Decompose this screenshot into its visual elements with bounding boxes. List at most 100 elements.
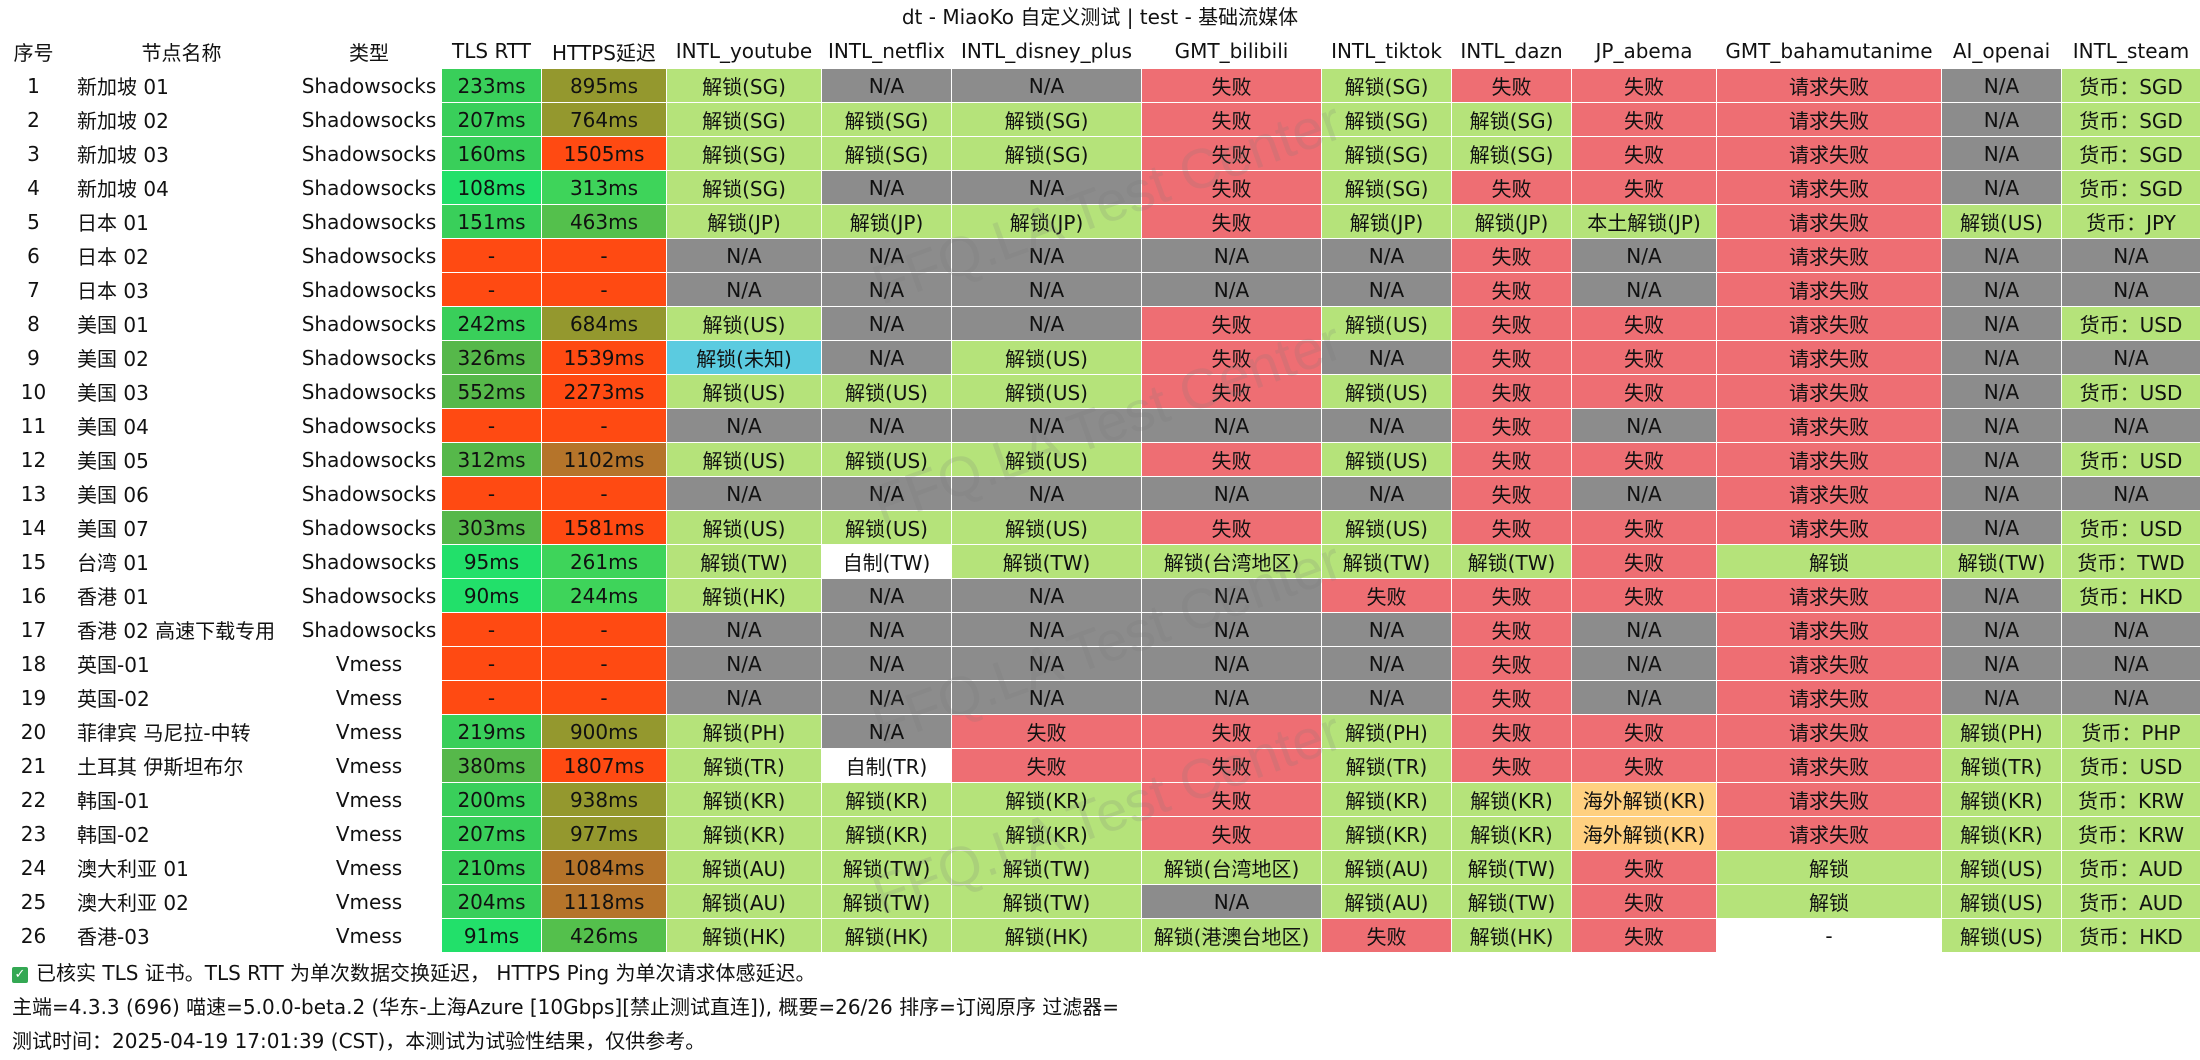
result-cell: 失败 xyxy=(951,714,1142,749)
node-type-cell: Shadowsocks xyxy=(296,476,442,511)
result-cell: 货币：SGD xyxy=(2061,102,2200,137)
result-cell: N/A xyxy=(821,680,952,715)
table-row: 19 英国-02 Vmess - - N/A N/A N/A N/A N/A 失败 N/A 请求失败 N/… xyxy=(0,680,2200,715)
result-cell: N/A xyxy=(821,578,952,613)
table-row: 23 韩国-02 Vmess 207ms 977ms 解锁(KR) 解锁(KR) 解锁(KR)… xyxy=(0,816,2200,851)
node-type-cell: Vmess xyxy=(296,918,442,953)
result-cell: 失败 xyxy=(1571,136,1717,171)
result-cell: 244ms xyxy=(541,578,667,613)
result-cell: 解锁(US) xyxy=(821,510,952,545)
result-cell: 解锁(SG) xyxy=(1321,68,1452,103)
node-type-cell: Shadowsocks xyxy=(296,510,442,545)
result-cell: 失败 xyxy=(1571,578,1717,613)
result-cell: 解锁(PH) xyxy=(1941,714,2062,749)
result-cell: 请求失败 xyxy=(1716,68,1942,103)
node-name-cell: 澳大利亚 01 xyxy=(66,850,297,885)
result-cell: N/A xyxy=(951,646,1142,681)
result-cell: N/A xyxy=(1321,272,1452,307)
node-name-cell: 土耳其 伊斯坦布尔 xyxy=(66,748,297,783)
table-row: 18 英国-01 Vmess - - N/A N/A N/A N/A N/A 失败 N/A 请求失败 N/… xyxy=(0,646,2200,681)
result-cell: 请求失败 xyxy=(1716,340,1942,375)
result-cell: N/A xyxy=(1571,476,1717,511)
result-cell: N/A xyxy=(951,612,1142,647)
result-cell: 解锁(KR) xyxy=(1321,782,1452,817)
node-name-cell: 新加坡 04 xyxy=(66,170,297,205)
node-name-cell: 菲律宾 马尼拉-中转 xyxy=(66,714,297,749)
result-cell: 91ms xyxy=(441,918,542,953)
result-cell: 解锁(US) xyxy=(951,442,1142,477)
result-cell: 解锁(KR) xyxy=(951,782,1142,817)
result-cell: 请求失败 xyxy=(1716,442,1942,477)
footer-time: 测试时间：2025-04-19 17:01:39 (CST)，本测试为试验性结果… xyxy=(12,1029,706,1053)
table-row: 13 美国 06 Shadowsocks - - N/A N/A N/A N/A N/A 失败 N/A… xyxy=(0,476,2200,511)
node-name-cell: 美国 05 xyxy=(66,442,297,477)
row-index-cell: 9 xyxy=(0,340,67,375)
result-cell: 解锁(PH) xyxy=(666,714,822,749)
result-cell: 95ms xyxy=(441,544,542,579)
result-cell: 失败 xyxy=(1141,306,1322,341)
column-header: INTL_tiktok xyxy=(1321,34,1452,69)
result-cell: 895ms xyxy=(541,68,667,103)
result-cell: 解锁(AU) xyxy=(666,850,822,885)
result-cell: N/A xyxy=(951,680,1142,715)
column-header: INTL_steam xyxy=(2061,34,2200,69)
result-cell: - xyxy=(441,408,542,443)
result-cell: 货币：KRW xyxy=(2061,816,2200,851)
result-cell: 货币：KRW xyxy=(2061,782,2200,817)
result-cell: - xyxy=(541,680,667,715)
result-cell: - xyxy=(1716,918,1942,953)
result-cell: N/A xyxy=(1321,646,1452,681)
result-cell: 解锁(TW) xyxy=(666,544,822,579)
result-cell: 失败 xyxy=(1451,374,1572,409)
result-cell: 请求失败 xyxy=(1716,170,1942,205)
table-row: 4 新加坡 04 Shadowsocks 108ms 313ms 解锁(SG) N/A N/A… xyxy=(0,170,2200,205)
result-cell: N/A xyxy=(666,408,822,443)
row-index-cell: 21 xyxy=(0,748,67,783)
result-cell: 938ms xyxy=(541,782,667,817)
node-type-cell: Shadowsocks xyxy=(296,272,442,307)
row-index-cell: 1 xyxy=(0,68,67,103)
table-row: 7 日本 03 Shadowsocks - - N/A N/A N/A N/A N/A 失败 N/A 请… xyxy=(0,272,2200,307)
result-cell: 解锁(HK) xyxy=(666,918,822,953)
result-cell: 海外解锁(KR) xyxy=(1571,782,1717,817)
result-cell: N/A xyxy=(1141,272,1322,307)
node-name-cell: 日本 03 xyxy=(66,272,297,307)
result-cell: N/A xyxy=(1141,612,1322,647)
result-cell: 失败 xyxy=(951,748,1142,783)
result-cell: 失败 xyxy=(1571,918,1717,953)
result-cell: N/A xyxy=(666,476,822,511)
node-name-cell: 美国 01 xyxy=(66,306,297,341)
result-cell: - xyxy=(541,408,667,443)
result-cell: 1505ms xyxy=(541,136,667,171)
row-index-cell: 2 xyxy=(0,102,67,137)
result-cell: 失败 xyxy=(1571,102,1717,137)
table-row: 6 日本 02 Shadowsocks - - N/A N/A N/A N/A N/A 失败 N/A 请… xyxy=(0,238,2200,273)
result-cell: 请求失败 xyxy=(1716,510,1942,545)
result-cell: N/A xyxy=(821,68,952,103)
result-cell: 326ms xyxy=(441,340,542,375)
row-index-cell: 18 xyxy=(0,646,67,681)
result-cell: 解锁(SG) xyxy=(951,136,1142,171)
result-cell: 解锁(AU) xyxy=(1321,850,1452,885)
result-cell: 解锁(SG) xyxy=(666,102,822,137)
result-cell: 失败 xyxy=(1571,510,1717,545)
result-cell: N/A xyxy=(2061,612,2200,647)
table-row: 2 新加坡 02 Shadowsocks 207ms 764ms 解锁(SG) 解锁(SG)… xyxy=(0,102,2200,137)
result-cell: 失败 xyxy=(1571,374,1717,409)
footer-note: ✓ 已核实 TLS 证书。TLS RTT 为单次数据交换延迟， HTTPS Pin… xyxy=(0,956,2200,990)
node-type-cell: Shadowsocks xyxy=(296,238,442,273)
result-cell: 货币：SGD xyxy=(2061,170,2200,205)
node-type-cell: Shadowsocks xyxy=(296,442,442,477)
result-cell: 313ms xyxy=(541,170,667,205)
result-cell: 失败 xyxy=(1571,850,1717,885)
node-type-cell: Vmess xyxy=(296,782,442,817)
result-cell: 货币：HKD xyxy=(2061,578,2200,613)
result-cell: 解锁(TW) xyxy=(821,850,952,885)
node-name-cell: 英国-01 xyxy=(66,646,297,681)
table-row: 14 美国 07 Shadowsocks 303ms 1581ms 解锁(US) 解锁(US… xyxy=(0,510,2200,545)
node-type-cell: Shadowsocks xyxy=(296,204,442,239)
row-index-cell: 10 xyxy=(0,374,67,409)
result-cell: 请求失败 xyxy=(1716,578,1942,613)
table-row: 5 日本 01 Shadowsocks 151ms 463ms 解锁(JP) 解锁(JP) 解… xyxy=(0,204,2200,239)
row-index-cell: 6 xyxy=(0,238,67,273)
